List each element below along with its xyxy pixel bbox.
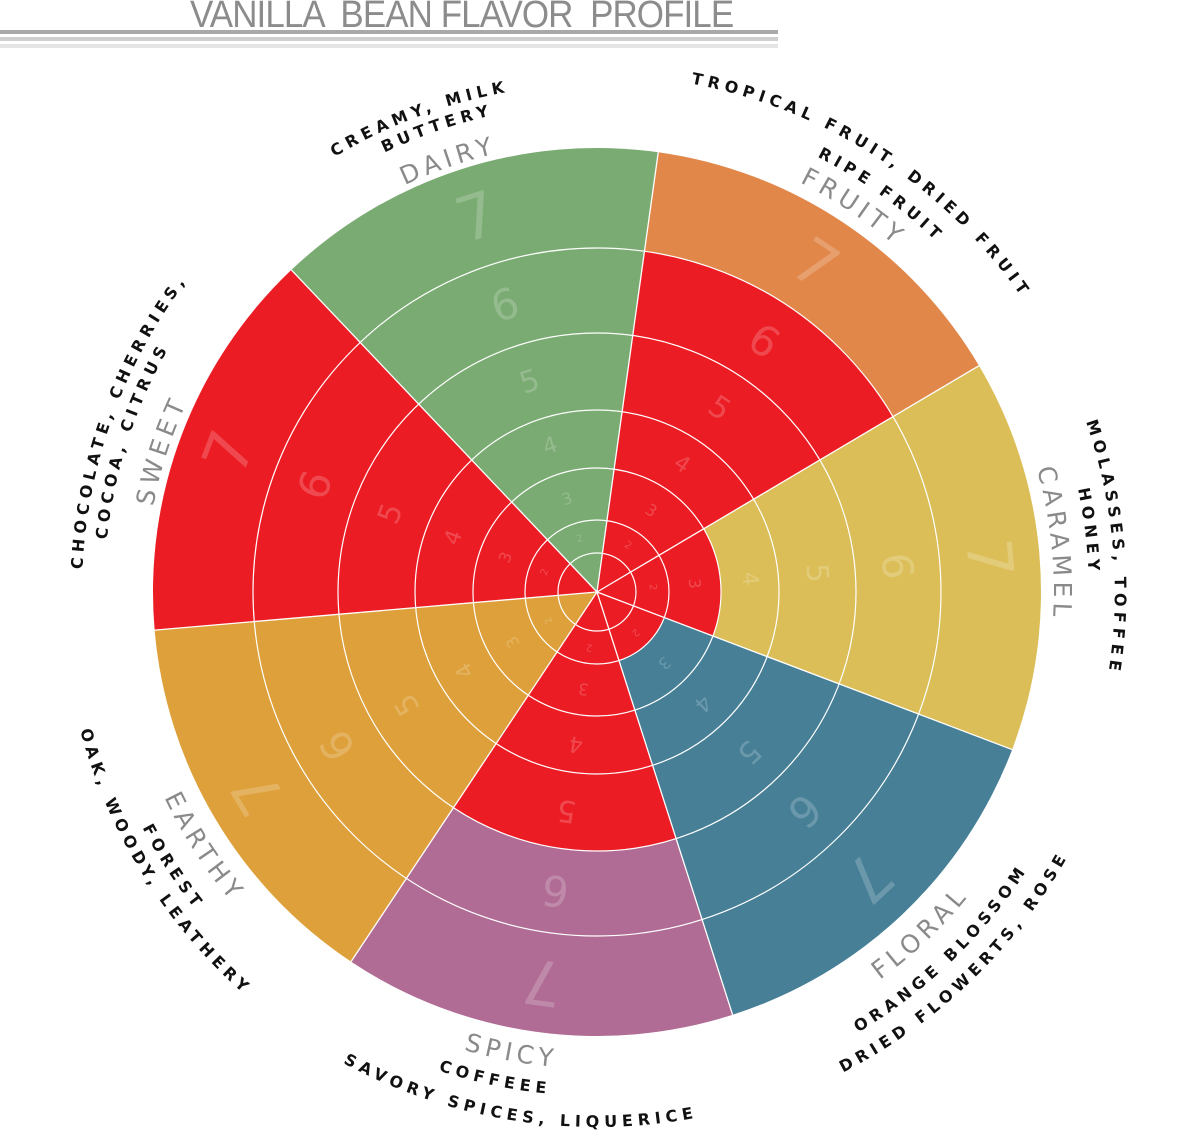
title-underline	[0, 37, 778, 41]
ring-label: 3	[577, 679, 590, 699]
ring-label: 6	[872, 551, 923, 582]
segment-spicy	[351, 807, 733, 1036]
ring-label: 2	[543, 615, 556, 626]
segment-divider	[290, 269, 598, 593]
segment-divider	[596, 591, 1013, 751]
ring-label: 4	[567, 730, 584, 757]
segment-divider	[154, 591, 598, 631]
segment-divider	[596, 152, 659, 593]
segment-divider	[350, 591, 598, 962]
ring-label: 4	[736, 571, 762, 587]
ring-label: 5	[555, 792, 579, 829]
ring-label: 2	[622, 539, 633, 552]
segment-inner-red-caramel	[597, 528, 721, 637]
title-underline	[0, 44, 778, 48]
ring-6	[252, 247, 942, 937]
ring-label: 3	[685, 578, 705, 590]
ring-label: 2	[575, 533, 584, 545]
ring-label: 2	[585, 641, 593, 653]
ring-1	[557, 552, 637, 632]
ring-label: 2	[647, 584, 659, 591]
segment-inner-red-fruity	[597, 251, 893, 592]
segment-divider	[596, 365, 980, 593]
ring-label: 5	[798, 562, 835, 584]
ring-2	[524, 519, 670, 665]
segment-fruity	[644, 152, 980, 417]
segment-floral	[618, 617, 1013, 1015]
ring-4	[414, 409, 780, 775]
segment-caramel	[703, 365, 1042, 750]
segment-inner-red-sweet	[153, 269, 598, 631]
ring-5	[337, 332, 857, 852]
segment-dairy	[291, 148, 659, 592]
segment-inner-red-spicy	[453, 592, 677, 851]
ring-3	[472, 467, 722, 717]
segment-divider	[596, 591, 734, 1015]
ring-label: 7	[951, 535, 1027, 581]
descriptor-label: HONEY	[1074, 486, 1104, 576]
ring-label: 2	[539, 567, 552, 577]
title-underline	[0, 30, 778, 34]
